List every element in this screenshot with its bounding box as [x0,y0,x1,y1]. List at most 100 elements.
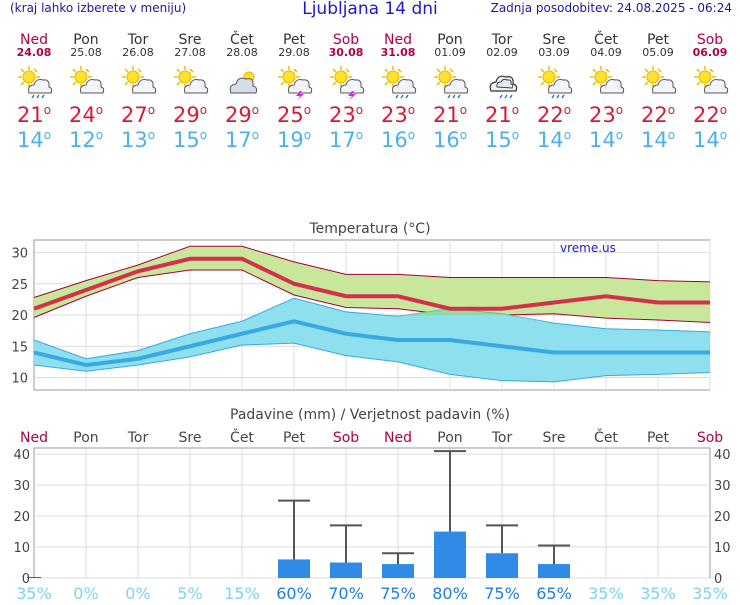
y-tick-label: 30 [13,479,30,494]
sun-cloud-icon [173,65,209,97]
day-column[interactable]: Tor 02.09 21o 15o [476,32,528,152]
sun-cloud-icon [693,65,729,97]
precip-bar [278,559,310,578]
max-temperature: 27o [120,103,156,127]
precip-probability: 0% [125,584,150,603]
x-tick-label: Čet [594,428,618,446]
precip-probability: 5% [177,584,202,603]
day-column[interactable]: Sob 06.09 22o 14o [684,32,736,152]
day-column[interactable]: Pet 29.08 25o 19o [268,32,320,152]
y-tick-label-right: 20 [714,510,731,525]
precip-probability: 35% [588,584,624,603]
precip-probability: 70% [328,584,364,603]
x-tick-label: Ned [20,430,48,446]
sun-cloud-icon [69,65,105,97]
max-temperature: 25o [276,103,312,127]
y-tick-label-right: 40 [714,448,731,463]
min-temperature: 15o [484,128,520,152]
y-tick-label: 20 [11,309,28,324]
max-temperature: 23o [588,103,624,127]
y-tick-label: 10 [11,372,28,387]
day-name: Čet [594,32,618,48]
day-date: 28.08 [226,46,258,59]
precip-probability: 15% [224,584,260,603]
day-name: Tor [127,32,149,48]
y-tick-label: 30 [11,247,28,262]
day-date: 26.08 [122,46,154,59]
y-tick-label-right: 0 [714,572,722,587]
y-tick-label: 40 [13,448,30,463]
max-temperature: 29o [224,103,260,127]
day-column[interactable]: Pon 01.09 21o 16o [424,32,476,152]
precip-probability: 35% [16,584,52,603]
precip-probability: 65% [536,584,572,603]
precip-probability: 75% [380,584,416,603]
day-column[interactable]: Ned 24.08 21o 14o [8,32,60,152]
max-temperature-band-upper-edge [33,245,711,298]
max-temperature: 21o [484,103,520,127]
day-column[interactable]: Tor 26.08 27o 13o [112,32,164,152]
max-temperature-band-lower-edge [33,269,711,323]
chart-title: Padavine (mm) / Verjetnost padavin (%) [230,407,510,423]
max-temperature: 22o [692,103,728,127]
y-tick-label: 20 [13,510,30,525]
x-tick-label: Sob [697,430,723,446]
cloud-rain-icon [485,65,519,99]
max-temperature-line [33,256,710,311]
min-temperature: 14o [16,128,52,152]
min-temperature: 14o [588,128,624,152]
sun-cloud-rain-icon [381,65,417,99]
day-date: 04.09 [590,46,622,59]
min-temperature: 19o [276,128,312,152]
day-column[interactable]: Sob 30.08 23o 17o [320,32,372,152]
precip-bar [434,531,466,578]
y-tick-label-right: 10 [714,541,731,556]
min-temperature-band-lower-edge [33,342,711,383]
x-tick-label: Pon [437,430,462,446]
precip-bar [382,564,414,578]
chart-title: Temperatura (°C) [308,221,430,237]
day-column[interactable]: Pon 25.08 24o 12o [60,32,112,152]
day-date: 27.08 [174,46,206,59]
precip-bar [330,562,362,578]
day-column[interactable]: Sre 27.08 29o 15o [164,32,216,152]
y-tick-label-right: 30 [714,479,731,494]
max-temperature: 21o [432,103,468,127]
day-date: 01.09 [434,46,466,59]
precip-probability: 35% [640,584,676,603]
x-tick-label: Sre [179,430,202,446]
day-name: Pon [437,32,463,48]
day-column[interactable]: Sre 03.09 22o 14o [528,32,580,152]
min-temperature: 15o [172,128,208,152]
max-temperature: 24o [68,103,104,127]
max-temperature: 23o [328,103,364,127]
day-column[interactable]: Čet 28.08 29o 17o [216,32,268,152]
min-temperature: 16o [432,128,468,152]
y-tick-label: 15 [11,340,28,355]
day-name: Sre [542,32,566,48]
x-tick-label: Ned [384,430,412,446]
day-name: Sob [332,32,360,48]
precipitation-chart: Padavine (mm) / Verjetnost padavin (%) Ne… [13,407,731,603]
day-name: Sob [696,32,724,48]
sun-cloud-icon [121,65,157,97]
sun-cloud-icon [589,65,625,97]
day-column[interactable]: Pet 05.09 22o 14o [632,32,684,152]
x-tick-label: Čet [230,428,254,446]
x-tick-label: Pon [73,430,98,446]
day-column[interactable]: Čet 04.09 23o 14o [580,32,632,152]
precip-probability: 0% [73,584,98,603]
day-column[interactable]: Ned 31.08 23o 16o [372,32,424,152]
max-temperature: 21o [16,103,52,127]
y-tick-label: 10 [13,541,30,556]
min-temperature: 14o [640,128,676,152]
min-temperature: 16o [380,128,416,152]
day-date: 31.08 [380,46,416,59]
y-tick-label: 25 [11,278,28,293]
day-name: Ned [20,32,48,48]
location-hint[interactable]: (kraj lahko izberete v meniju) [10,1,187,15]
x-tick-label: Sob [333,430,359,446]
sun-cloud-icon [641,65,677,97]
min-temperature: 14o [692,128,728,152]
x-tick-label: Sre [543,430,566,446]
